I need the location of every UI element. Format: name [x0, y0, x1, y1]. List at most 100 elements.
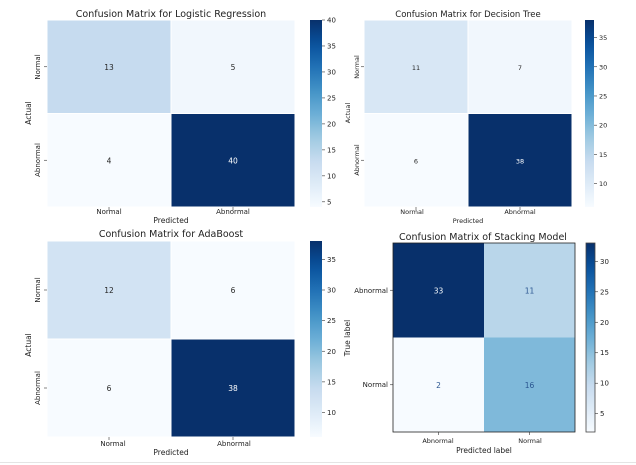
colorbar-gradient	[310, 241, 322, 437]
heatmap-cell	[46, 240, 172, 340]
heatmap-cells: 12 6 6 38	[44, 240, 296, 440]
colorbar-tick-label: 15	[599, 151, 607, 159]
colorbar-tick-label: 15	[327, 146, 336, 154]
colorbar-gradient	[585, 242, 596, 433]
heatmap-frame	[392, 242, 576, 433]
heatmap-cell	[363, 113, 469, 208]
x-axis-label: Predicted	[453, 217, 484, 225]
cell-value-label: 11	[525, 286, 535, 295]
heatmap-cell	[46, 338, 172, 438]
colorbar-tick-label: 5	[600, 410, 604, 418]
cell-value-label: 6	[231, 286, 236, 295]
heatmap-cells: 13 5 4 40	[44, 19, 296, 210]
heatmap-cell	[467, 113, 573, 208]
colorbar-tick-label: 25	[600, 288, 609, 296]
colorbar-tick-label: 25	[327, 94, 336, 102]
colorbar-tick-label: 25	[599, 92, 607, 100]
cell-value-label: 40	[228, 156, 238, 165]
cell-value-label: 38	[228, 384, 238, 393]
colorbar-tick-label: 35	[327, 42, 336, 50]
cell-value-label: 33	[434, 286, 444, 295]
panel-stacking-model: Confusion Matrix of Stacking Model Predi…	[343, 232, 609, 455]
panel-adaboost: Confusion Matrix for AdaBoost Predicted …	[24, 229, 336, 457]
heatmap-cell	[170, 240, 296, 340]
chart-title: Confusion Matrix for Logistic Regression	[76, 9, 266, 20]
x-tick-label: Normal	[400, 208, 424, 216]
cell-value-label: 16	[525, 381, 535, 390]
heatmap-cell	[393, 243, 484, 338]
y-axis-label: Actual	[24, 101, 33, 125]
x-tick-label: Normal	[100, 440, 125, 448]
heatmap-cells: 33 11 2 16	[390, 242, 576, 435]
colorbar-tick-label: 20	[327, 348, 336, 356]
colorbar-tick-label: 40	[327, 17, 336, 25]
colorbar-tick-label: 20	[600, 319, 609, 327]
x-tick-label: Normal	[96, 208, 121, 216]
colorbar-tick-label: 20	[599, 122, 607, 130]
colorbar-tick-label: 30	[327, 68, 336, 76]
cell-value-label: 7	[518, 64, 522, 72]
colorbar-gradient	[310, 20, 322, 207]
cell-value-label: 11	[412, 64, 420, 72]
colorbar-tick-label: 20	[327, 120, 336, 128]
y-tick-label: Abnormal	[34, 371, 42, 405]
chart-title: Confusion Matrix for Decision Tree	[395, 10, 540, 20]
x-tick-label: Abnormal	[504, 208, 536, 216]
colorbar-tick-label: 10	[600, 380, 609, 388]
y-axis-label: Actual	[24, 333, 33, 357]
heatmap-cell	[170, 19, 296, 114]
x-tick-label: Normal	[518, 437, 542, 445]
heatmap-cell	[393, 337, 484, 432]
colorbar-tick-label: 30	[599, 63, 607, 71]
cell-value-label: 4	[107, 156, 112, 165]
colorbar-tick-label: 15	[600, 349, 609, 357]
y-tick-label: Abnormal	[353, 144, 361, 176]
y-tick-label: Abnormal	[34, 143, 42, 177]
panel-decision-tree: Confusion Matrix for Decision Tree Predi…	[344, 10, 607, 225]
cell-value-label: 13	[104, 63, 114, 72]
x-tick-label: Abnormal	[422, 437, 454, 445]
y-tick-label: Normal	[34, 277, 42, 302]
y-tick-label: Normal	[363, 381, 388, 389]
heatmap-cells: 11 7 6 38	[361, 19, 573, 210]
heatmap-cell	[170, 113, 296, 208]
colorbar-tick-label: 30	[600, 258, 609, 266]
colorbar: 5 10 15 20 25 30 35 40	[310, 17, 336, 207]
colorbar-tick-label: 15	[327, 378, 336, 386]
chart-title: Confusion Matrix for AdaBoost	[99, 229, 244, 240]
colorbar-tick-label: 10	[599, 180, 607, 188]
colorbar: 10 15 20 25 30 35	[585, 20, 607, 207]
colorbar-tick-label: 10	[327, 409, 336, 417]
colorbar-tick-label: 35	[599, 34, 607, 42]
y-axis-label: True label	[343, 320, 352, 357]
cell-value-label: 6	[107, 384, 112, 393]
x-axis-label: Predicted	[153, 216, 188, 225]
cell-value-label: 5	[231, 63, 236, 72]
heatmap-cell	[484, 243, 575, 338]
colorbar: 5 10 15 20 25 30	[585, 242, 609, 433]
x-tick-label: Abnormal	[216, 208, 250, 216]
colorbar-tick-label: 35	[327, 256, 336, 264]
colorbar-gradient	[585, 20, 594, 207]
y-tick-label: Abnormal	[354, 287, 388, 295]
bottom-divider	[0, 462, 636, 463]
y-axis-label: Actual	[344, 103, 352, 124]
x-tick-label: Abnormal	[217, 440, 251, 448]
cell-value-label: 6	[414, 157, 418, 165]
heatmap-cell	[46, 19, 172, 114]
y-tick-label: Normal	[353, 55, 361, 79]
chart-title: Confusion Matrix of Stacking Model	[399, 232, 567, 243]
colorbar-tick-label: 5	[327, 198, 331, 206]
cell-value-label: 2	[436, 381, 441, 390]
panel-logistic-regression: Confusion Matrix for Logistic Regression…	[24, 9, 336, 225]
colorbar-tick-label: 30	[327, 287, 336, 295]
x-axis-label: Predicted	[153, 448, 188, 457]
cell-value-label: 12	[104, 286, 114, 295]
y-tick-label: Normal	[34, 54, 42, 79]
colorbar-tick-label: 25	[327, 317, 336, 325]
heatmap-cell	[484, 337, 575, 432]
cell-value-label: 38	[516, 157, 524, 165]
colorbar: 10 15 20 25 30 35	[310, 241, 336, 437]
x-axis-label: Predicted label	[456, 446, 512, 455]
